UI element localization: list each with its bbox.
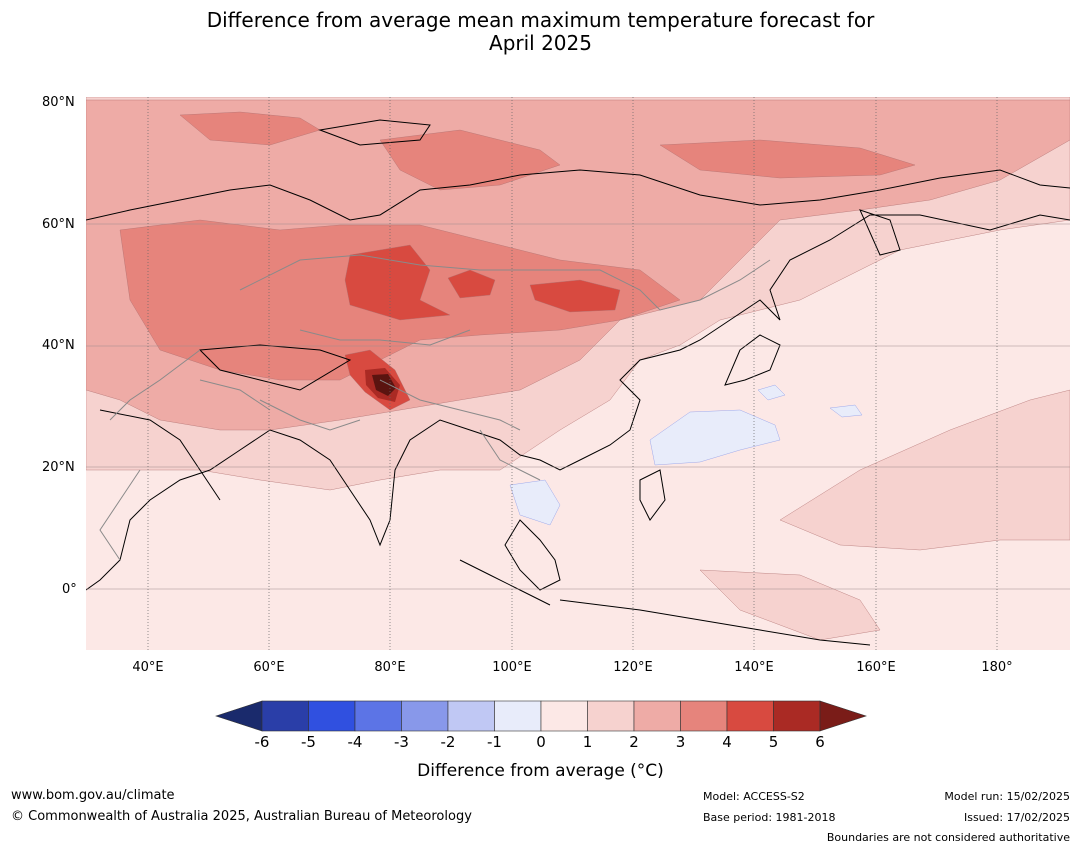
colorbar-label: 1 [582,733,593,751]
lat-label-80n: 80°N [42,95,75,110]
colorbar-extend-low [215,700,263,732]
footer-issued: Issued: 17/02/2025 [963,811,1070,824]
colorbar-bin [680,700,728,732]
anomaly-3-4-arctic [379,129,561,191]
colorbar-bin [447,700,495,732]
country-borders [99,254,771,561]
anomaly-4-5-mongolia [529,279,621,313]
colorbar [215,700,867,732]
anomaly-4-5 [344,244,451,321]
longitude-gridlines [147,97,998,650]
anomaly-neg1-0-indochina [509,479,561,526]
colorbar-label: -3 [394,733,409,751]
anomaly-neg1-0-japan [757,384,786,401]
colorbar-extend-high [819,700,867,732]
lon-label-180: 180° [981,660,1013,675]
colorbar-bin [261,700,309,732]
lat-label-60n: 60°N [42,217,75,232]
colorbar-label: 0 [536,733,546,751]
footer-copyright: © Commonwealth of Australia 2025, Austra… [11,809,472,824]
colorbar-bin [401,700,449,732]
colorbar-bin [633,700,681,732]
anomaly-neg1-0-pacific [649,409,781,466]
colorbar-label: 4 [722,733,732,751]
latitude-gridlines [86,223,1070,590]
footer-model: Model: ACCESS-S2 [703,790,805,803]
anomaly-3-4-siberia [659,139,916,179]
colorbar-label: -2 [440,733,456,751]
lon-label-120e: 120°E [613,660,653,675]
colorbar-label: 3 [675,733,686,751]
colorbar-label: -1 [487,733,502,751]
colorbar-bin [354,700,402,732]
lon-label-80e: 80°E [374,660,406,675]
colorbar-bin [494,700,542,732]
title-line-1: Difference from average mean maximum tem… [206,8,875,32]
lon-label-60e: 60°E [253,660,285,675]
anomaly-4-5-center [447,269,496,299]
footer-model-run: Model run: 15/02/2025 [944,790,1070,803]
colorbar-label: 5 [768,733,779,751]
footer-website[interactable]: www.bom.gov.au/climate [11,788,175,803]
lat-label-20n: 20°N [42,460,75,475]
lat-label-40n: 40°N [42,338,75,353]
lon-label-100e: 100°E [492,660,532,675]
footer-base-period: Base period: 1981-2018 [703,811,836,824]
lon-label-140e: 140°E [734,660,774,675]
anomaly-neg1-0-east [829,404,863,418]
title-line-2: April 2025 [489,31,592,55]
colorbar-label: 2 [629,733,639,751]
map-title: Difference from average mean maximum tem… [0,9,1081,55]
colorbar-bin [726,700,774,732]
colorbar-bin [773,700,821,732]
colorbar-bin [587,700,635,732]
anomaly-1-2-pacific [779,389,1070,551]
colorbar-title: Difference from average (°C) [417,761,664,781]
colorbar-bin [540,700,588,732]
colorbar-label: -6 [254,733,270,751]
lon-label-40e: 40°E [132,660,164,675]
anomaly-1-2-indonesia [699,569,881,641]
map-area [86,97,1070,650]
colorbar-label: -4 [347,733,363,751]
colorbar-bin [308,700,356,732]
colorbar-label: -5 [301,733,316,751]
lon-label-160e: 160°E [856,660,896,675]
lat-label-0: 0° [62,582,77,597]
colorbar-label: 6 [815,733,825,751]
footer-disclaimer: Boundaries are not considered authoritat… [826,831,1070,844]
